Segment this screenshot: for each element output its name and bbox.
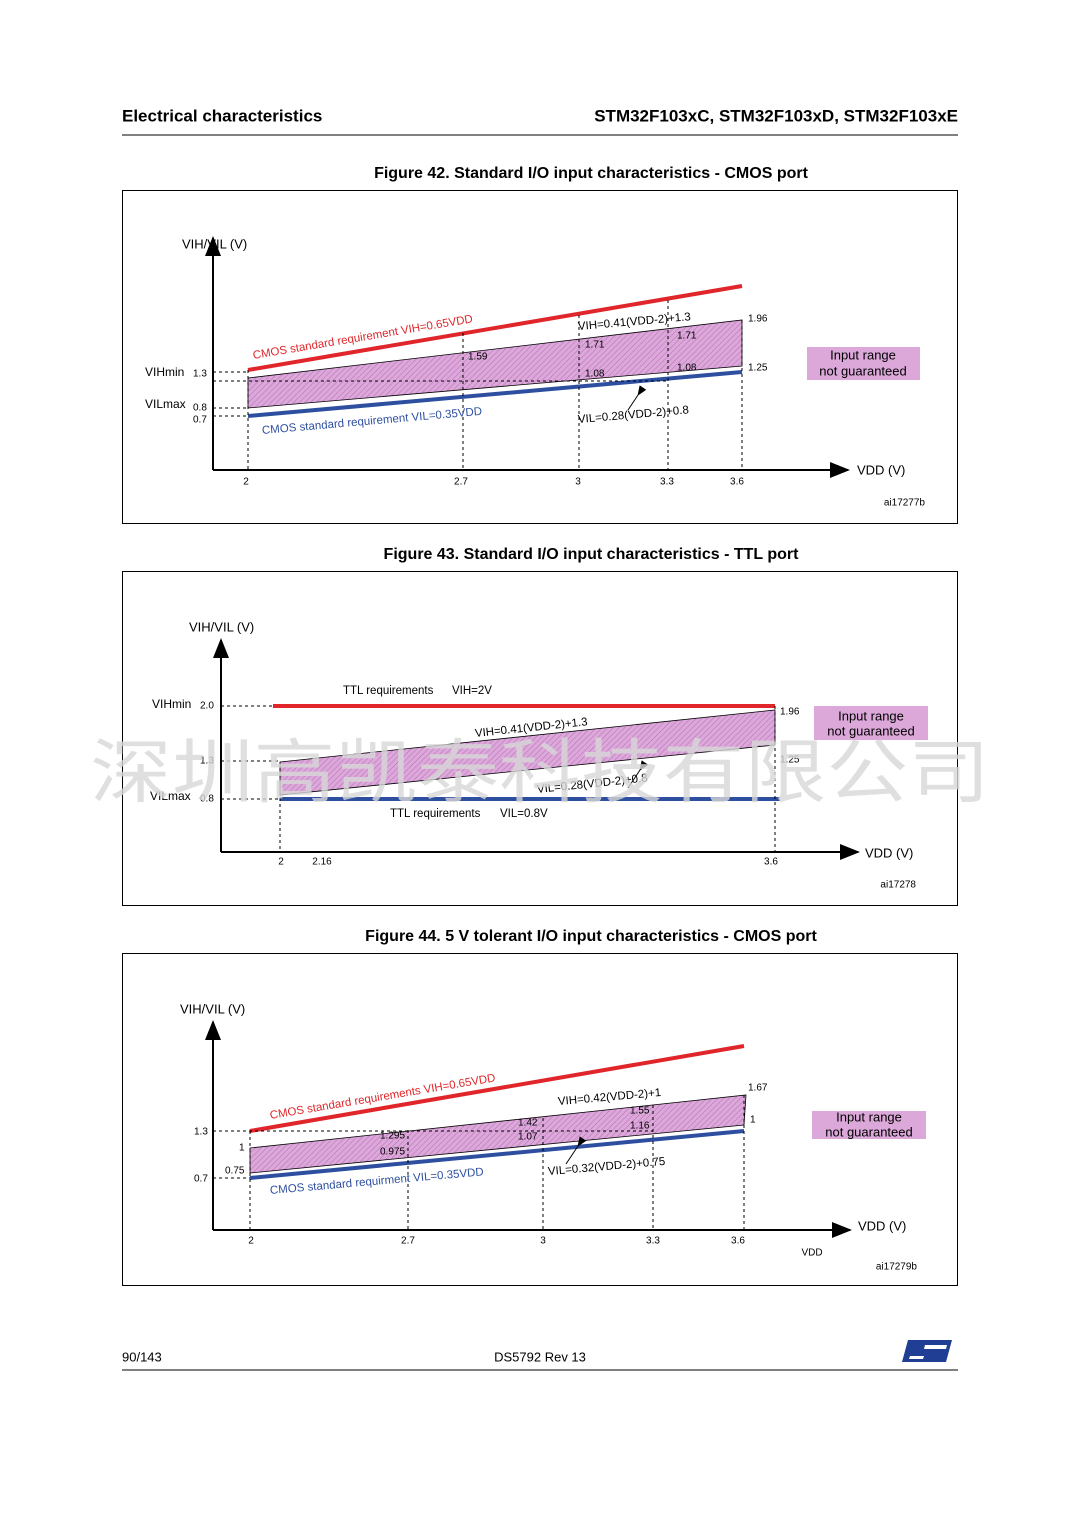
y-label: VIHmin xyxy=(145,365,184,379)
x-label: 2.7 xyxy=(454,477,468,488)
note: not guaranteed xyxy=(825,1124,912,1139)
point-label: 1.08 xyxy=(677,363,697,374)
figure-caption: Figure 43. Standard I/O input characteri… xyxy=(384,546,800,563)
formula: VIH=2V xyxy=(452,685,492,697)
note: not guaranteed xyxy=(827,723,914,738)
y-label: VILmax xyxy=(145,397,186,411)
x-label: 2 xyxy=(278,857,284,868)
y-label: 0.7 xyxy=(193,415,207,426)
formula: TTL requirements xyxy=(343,685,434,697)
point-label: 1.07 xyxy=(518,1132,538,1143)
point-label: 1.25 xyxy=(780,755,800,766)
y-label: 0.7 xyxy=(194,1174,208,1185)
y-axis-title: VIH/VIL (V) xyxy=(182,236,247,251)
x-axis-title: VDD (V) xyxy=(865,845,913,860)
x-label: 3.6 xyxy=(764,857,778,868)
y-axis-title: VIH/VIL (V) xyxy=(180,1001,245,1016)
figure-id: ai17278 xyxy=(880,880,916,891)
x-label: 3 xyxy=(540,1236,546,1247)
x-axis-title: VDD (V) xyxy=(857,462,905,477)
y-label: 1 xyxy=(239,1143,245,1154)
st-logo xyxy=(902,1340,952,1362)
x-label: 3.6 xyxy=(731,1236,745,1247)
formula: CMOS standard requirements VIH=0.65VDD xyxy=(269,1072,496,1122)
x-label: 3.3 xyxy=(646,1236,660,1247)
y-label: 0.8 xyxy=(200,794,214,805)
point-label: 1.96 xyxy=(748,314,768,325)
formula: VIL=0.32(VDD-2)+0.75 xyxy=(547,1156,665,1178)
point-label: 1.96 xyxy=(780,707,800,718)
formula: CMOS standard requirment VIL=0.35VDD xyxy=(269,1166,484,1197)
point-label: 1.67 xyxy=(748,1083,768,1094)
x-axis-title: VDD (V) xyxy=(858,1218,906,1233)
x-label: 2 xyxy=(243,477,249,488)
header-title: Electrical characteristics xyxy=(122,106,322,125)
note: Input range xyxy=(836,1109,902,1124)
point-label: 0.975 xyxy=(380,1147,405,1158)
y-label: 1.3 xyxy=(193,369,207,380)
y-label: 1.3 xyxy=(200,756,214,767)
point-label: 1.42 xyxy=(518,1118,538,1129)
point-label: 1.59 xyxy=(468,352,488,363)
formula: VIL=0.28(VDD-2)+0.8 xyxy=(577,404,689,426)
point-label: 1 xyxy=(750,1115,756,1126)
x-label: 2.7 xyxy=(401,1236,415,1247)
figure-42 xyxy=(122,190,958,524)
figure-caption: Figure 44. 5 V tolerant I/O input charac… xyxy=(365,928,817,945)
y-label: 0.75 xyxy=(225,1166,245,1177)
y-label: VILmax xyxy=(150,789,191,803)
y-label: VIHmin xyxy=(152,697,191,711)
figure-id: ai17277b xyxy=(884,498,926,509)
note: Input range xyxy=(838,708,904,723)
y-label: 1.3 xyxy=(194,1127,208,1138)
point-label: 1.25 xyxy=(748,363,768,374)
point-label: 1.71 xyxy=(677,331,697,342)
figure-id: ai17279b xyxy=(876,1262,918,1273)
point-label: 1.08 xyxy=(585,369,605,380)
x-label: 3.6 xyxy=(730,477,744,488)
x-label: 3.3 xyxy=(660,477,674,488)
doc-id: DS5792 Rev 13 xyxy=(494,1349,586,1364)
y-label: 2.0 xyxy=(200,701,214,712)
figure-43 xyxy=(122,571,958,906)
figure-caption: Figure 42. Standard I/O input characteri… xyxy=(374,165,809,182)
x-label: 3 xyxy=(575,477,581,488)
x-label: 2.16 xyxy=(312,857,332,868)
y-axis-title: VIH/VIL (V) xyxy=(189,619,254,634)
note: not guaranteed xyxy=(819,363,906,378)
y-label: 0.8 xyxy=(193,403,207,414)
point-label: 1.71 xyxy=(585,340,605,351)
point-label: 1.16 xyxy=(630,1121,650,1132)
formula: VIL=0.8V xyxy=(500,808,548,820)
note: Input range xyxy=(830,347,896,362)
x-label: 2 xyxy=(248,1236,254,1247)
watermark: 深圳高凯泰科技有限公司 xyxy=(90,733,990,811)
page-number: 90/143 xyxy=(122,1349,162,1364)
header-product: STM32F103xC, STM32F103xD, STM32F103xE xyxy=(594,106,958,125)
figure-44 xyxy=(122,953,958,1286)
x-note: VDD xyxy=(801,1248,822,1259)
formula: TTL requirements xyxy=(390,808,481,820)
point-label: 1.55 xyxy=(630,1106,650,1117)
point-label: 1.295 xyxy=(380,1131,405,1142)
